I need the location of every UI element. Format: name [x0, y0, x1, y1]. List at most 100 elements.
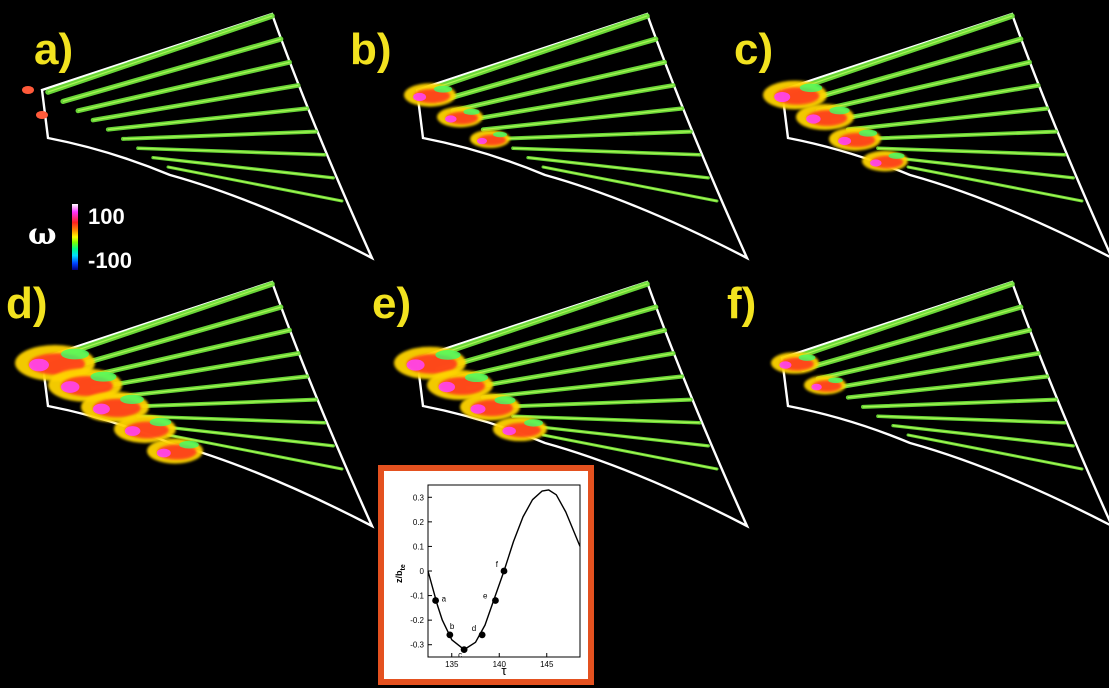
vortex-blob-peak — [502, 426, 516, 436]
legend-max-label: 100 — [88, 204, 125, 229]
vortex-dot — [36, 111, 48, 119]
vortex-blob-edge — [149, 417, 172, 427]
vortex-streak-core — [817, 329, 1030, 380]
inset-y-axis-label: z/bte — [394, 564, 407, 583]
vortex-streak-core — [122, 399, 316, 408]
inset-x-tick-label: 140 — [493, 660, 507, 669]
inset-x-tick-label: 145 — [540, 660, 554, 669]
vortex-blob-peak — [774, 91, 791, 103]
vortex-streak-core — [877, 147, 1065, 156]
wing-outline — [415, 280, 750, 529]
inset-y-tick-label: 0.1 — [413, 542, 425, 551]
vortex-streak-core — [527, 157, 709, 179]
panel-label-a: a) — [34, 25, 74, 74]
vortex-streak-core — [892, 157, 1074, 179]
vortex-blob-peak — [806, 114, 821, 124]
vortex-streak-core — [527, 425, 709, 447]
legend-colorbar — [72, 204, 78, 270]
inset-point-c — [460, 646, 468, 654]
vortex-blob-edge — [61, 348, 89, 360]
vortex-streak-core — [467, 84, 674, 121]
vortex-blob-edge — [798, 354, 816, 361]
wing-outline — [40, 280, 375, 529]
vortex-streak-core — [862, 399, 1056, 408]
vortex-streak-core — [77, 61, 290, 112]
legend-min-label: -100 — [88, 248, 133, 273]
vortex-streak-core — [802, 38, 1021, 102]
vortex-streak-core — [437, 38, 656, 102]
vortex-blob-edge — [524, 419, 543, 427]
vortex-streak-core — [92, 352, 299, 389]
legend-omega-symbol: ω — [28, 217, 57, 252]
panel-label-b: b) — [350, 25, 392, 74]
vortex-blob-edge — [435, 350, 461, 360]
vortex-streak-core — [422, 283, 648, 361]
vortex-streak-core — [787, 283, 1013, 361]
vortex-blob-edge — [888, 152, 905, 159]
vortex-streak-core — [847, 375, 1048, 399]
wing-panel-d — [15, 280, 375, 529]
vortex-blob-edge — [120, 394, 144, 404]
vortex-streak-core — [497, 399, 691, 408]
wing-panel-b — [404, 12, 750, 261]
vortex-streak-core — [482, 375, 683, 399]
vortex-streak-core — [137, 147, 325, 156]
vortex-streak-core — [62, 306, 281, 370]
vortex-streak-core — [77, 329, 290, 380]
vortex-streak-core — [847, 107, 1048, 131]
vortex-blob-peak — [413, 92, 427, 102]
panel-label-c: c) — [734, 25, 774, 74]
inset-point-label-c: c — [458, 651, 462, 660]
wing-outline — [40, 12, 375, 261]
inset-point-label-f: f — [496, 560, 499, 569]
vortex-streak-core — [437, 306, 656, 370]
vortex-streak-core — [862, 131, 1056, 140]
vortex-streak-core — [542, 166, 718, 202]
wing-outline — [780, 280, 1109, 526]
vortex-blob-edge — [463, 108, 480, 115]
inset-chart-frame: 0.3 0.2 0.1 0 -0.1 -0.2 -0.3 135 140 145 z/bte τ a b c… — [378, 465, 594, 685]
vortex-blob-edge — [858, 129, 878, 137]
vortex-blob-edge — [494, 396, 516, 405]
vortex-streak-core — [512, 415, 700, 424]
wing-panel-e — [394, 280, 750, 529]
vortex-blob-peak — [29, 358, 49, 372]
vortex-streak-core — [452, 329, 665, 380]
wing-outline — [415, 12, 750, 261]
vortex-streak-core — [92, 84, 299, 121]
vortex-dot — [22, 86, 34, 94]
vortex-streak-core — [467, 352, 674, 389]
vortex-streak-core — [47, 283, 273, 361]
panel-label-d: d) — [6, 279, 48, 328]
vortex-streak-core — [107, 375, 308, 399]
vortex-blob-peak — [477, 137, 487, 145]
vortex-streak-core — [422, 15, 648, 93]
vortex-blob-peak — [438, 381, 456, 393]
inset-point-label-a: a — [442, 594, 447, 603]
vortex-streak-core — [892, 425, 1074, 447]
wing-panel-c — [763, 12, 1109, 258]
vortex-blob-peak — [156, 448, 171, 458]
vortex-blob-peak — [811, 383, 822, 391]
inset-point-a — [432, 597, 439, 604]
inset-y-tick-label: -0.1 — [410, 592, 424, 601]
vortex-blob-peak — [470, 404, 486, 414]
vortex-streak-core — [542, 434, 718, 470]
vortex-blob-peak — [60, 381, 80, 393]
vortex-blob-edge — [828, 377, 843, 384]
vortex-streak-core — [802, 306, 1021, 370]
vortex-streak-core — [832, 352, 1039, 389]
vortex-blob-peak — [838, 136, 852, 146]
panel-label-f: f) — [727, 279, 757, 328]
inset-point-e — [492, 597, 499, 604]
vortex-streak-core — [877, 415, 1065, 424]
wing-panel-a — [22, 12, 375, 261]
vortex-streak-core — [832, 84, 1039, 121]
inset-point-label-d: d — [472, 624, 476, 633]
vortex-blob-edge — [179, 440, 199, 449]
vortex-blob-edge — [90, 371, 117, 382]
vortex-streak-core — [137, 415, 325, 424]
inset-point-f — [500, 567, 508, 575]
inset-y-tick-label: 0.3 — [413, 493, 425, 502]
vortex-streak-core — [122, 131, 316, 140]
